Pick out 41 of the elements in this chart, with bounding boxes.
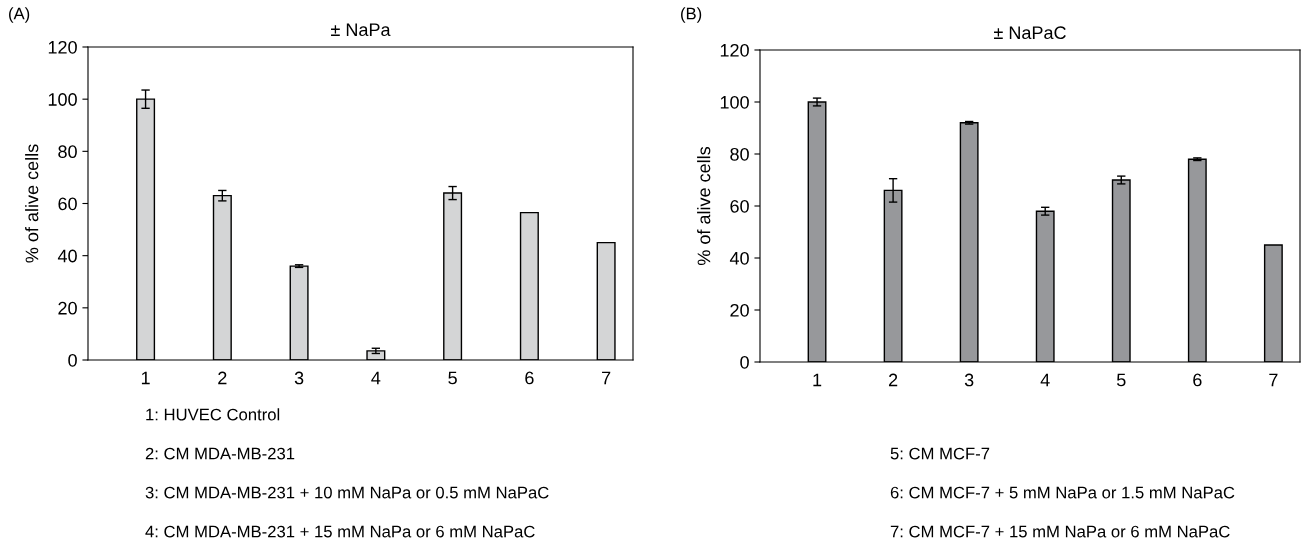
x-tick-label: 3 xyxy=(964,373,974,387)
text: 2: CM MDA-MB-231 xyxy=(145,447,295,460)
y-tick-label: 0 xyxy=(68,353,77,367)
chart-title: ± NaPaC xyxy=(994,26,1066,40)
y-tick-label: 0 xyxy=(740,355,749,369)
x-tick-label: 1 xyxy=(813,373,822,387)
y-tick-label: 40 xyxy=(729,251,749,265)
text: 6: CM MCF-7 + 5 mM NaPa or 1.5 mM NaPaC xyxy=(890,486,1235,499)
y-tick-label: 120 xyxy=(48,40,77,54)
y-tick-label: 20 xyxy=(730,303,749,317)
x-tick-label: 2 xyxy=(888,373,898,387)
y-tick-label: 20 xyxy=(58,301,77,315)
y-tick-label: 100 xyxy=(720,95,749,109)
x-tick-label: 6 xyxy=(1193,373,1202,387)
text: 1: HUVEC Control xyxy=(146,408,280,421)
x-tick-label: 7 xyxy=(1269,373,1278,387)
x-tick-label: 5 xyxy=(1116,373,1126,387)
x-tick-label: 2 xyxy=(218,371,227,385)
text: 3: CM MDA-MB-231 + 10 mM NaPa or 0.5 mM NaPaC xyxy=(145,486,549,499)
y-tick-label: 120 xyxy=(720,43,749,57)
text: 4: CM MDA-MB-231 + 15 mM NaPa or 6 mM NaPaC xyxy=(145,525,535,538)
y-tick-label: 100 xyxy=(48,93,77,106)
chart-title: ± NaPa xyxy=(331,23,391,37)
text: 7: CM MCF-7 + 15 mM NaPa or 6 mM NaPaC xyxy=(890,525,1230,538)
y-axis-title: % of alive cells xyxy=(697,146,711,266)
text: 5: CM MCF-7 xyxy=(890,447,990,460)
x-tick-label: 6 xyxy=(525,371,534,385)
x-tick-label: 3 xyxy=(294,371,304,385)
text: (A) xyxy=(9,7,30,23)
x-tick-label: 4 xyxy=(371,371,381,385)
x-tick-label: 1 xyxy=(141,371,150,385)
x-tick-label: 5 xyxy=(448,371,457,385)
y-tick-label: 60 xyxy=(58,197,77,211)
y-axis-title: % of alive cells xyxy=(25,144,39,263)
y-tick-label: 80 xyxy=(730,147,749,161)
x-tick-label: 7 xyxy=(602,371,611,385)
y-tick-label: 60 xyxy=(730,199,749,213)
text: (B) xyxy=(681,7,702,23)
y-tick-label: 80 xyxy=(58,145,77,159)
x-tick-label: 4 xyxy=(1040,373,1050,387)
y-tick-label: 40 xyxy=(57,249,77,263)
